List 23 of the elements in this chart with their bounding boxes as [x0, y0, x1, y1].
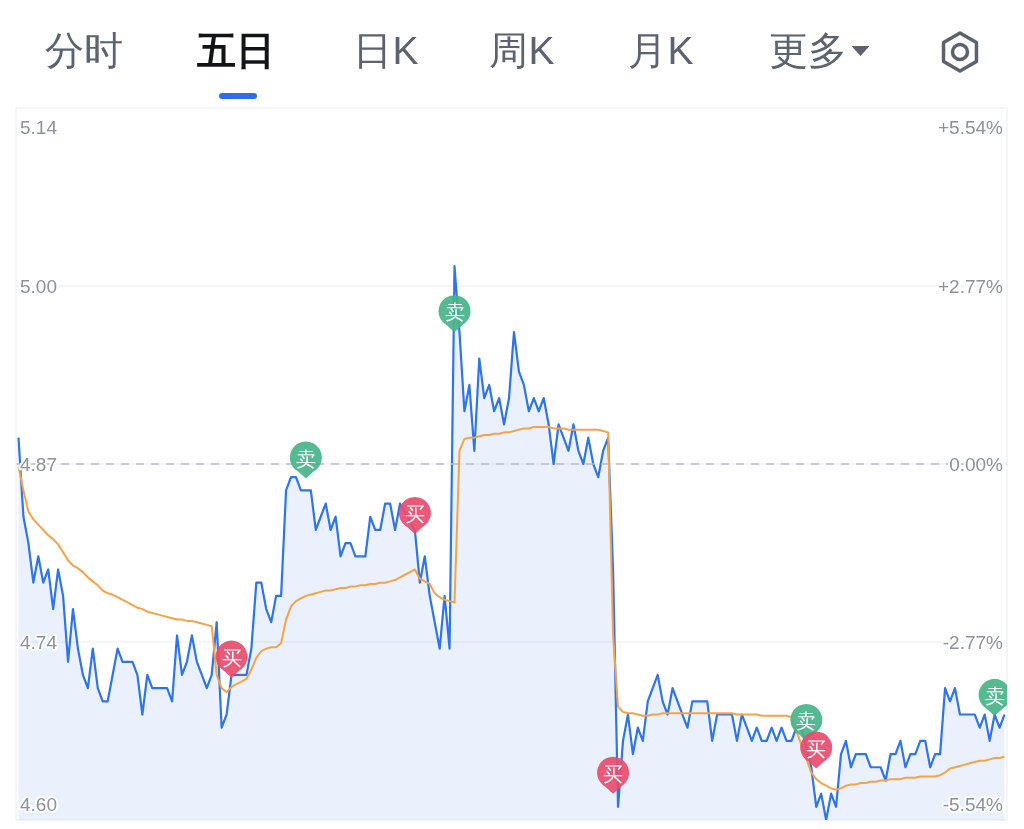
data-label: 卖	[796, 709, 817, 732]
data-label: 买	[806, 737, 827, 760]
text: 分时	[45, 28, 123, 74]
y2-tick-label: +2.77%	[938, 275, 1004, 297]
data-label: 卖	[444, 301, 465, 324]
y-tick-label: 5.14	[20, 116, 58, 138]
data-label: 买	[221, 646, 242, 669]
data-label: 买	[603, 762, 624, 785]
text: 日K	[353, 28, 419, 74]
y2-tick-label: +5.54%	[938, 116, 1004, 138]
data-label: 买	[404, 502, 425, 525]
data-label: 卖	[984, 684, 1005, 707]
y2-tick-label: 0.00%	[949, 453, 1004, 475]
y-tick-label: 5.00	[20, 275, 57, 297]
text: 五日	[197, 28, 275, 74]
y-tick-label: 4.60	[20, 793, 57, 815]
y-tick-label: 4.74	[20, 631, 58, 653]
y2-tick-label: -5.54%	[942, 793, 1004, 815]
text: 更多	[768, 28, 847, 74]
y2-tick-label: -2.77%	[942, 631, 1004, 653]
text: 周K	[489, 28, 555, 74]
data-label: 卖	[295, 447, 316, 470]
text: 月K	[628, 28, 694, 74]
